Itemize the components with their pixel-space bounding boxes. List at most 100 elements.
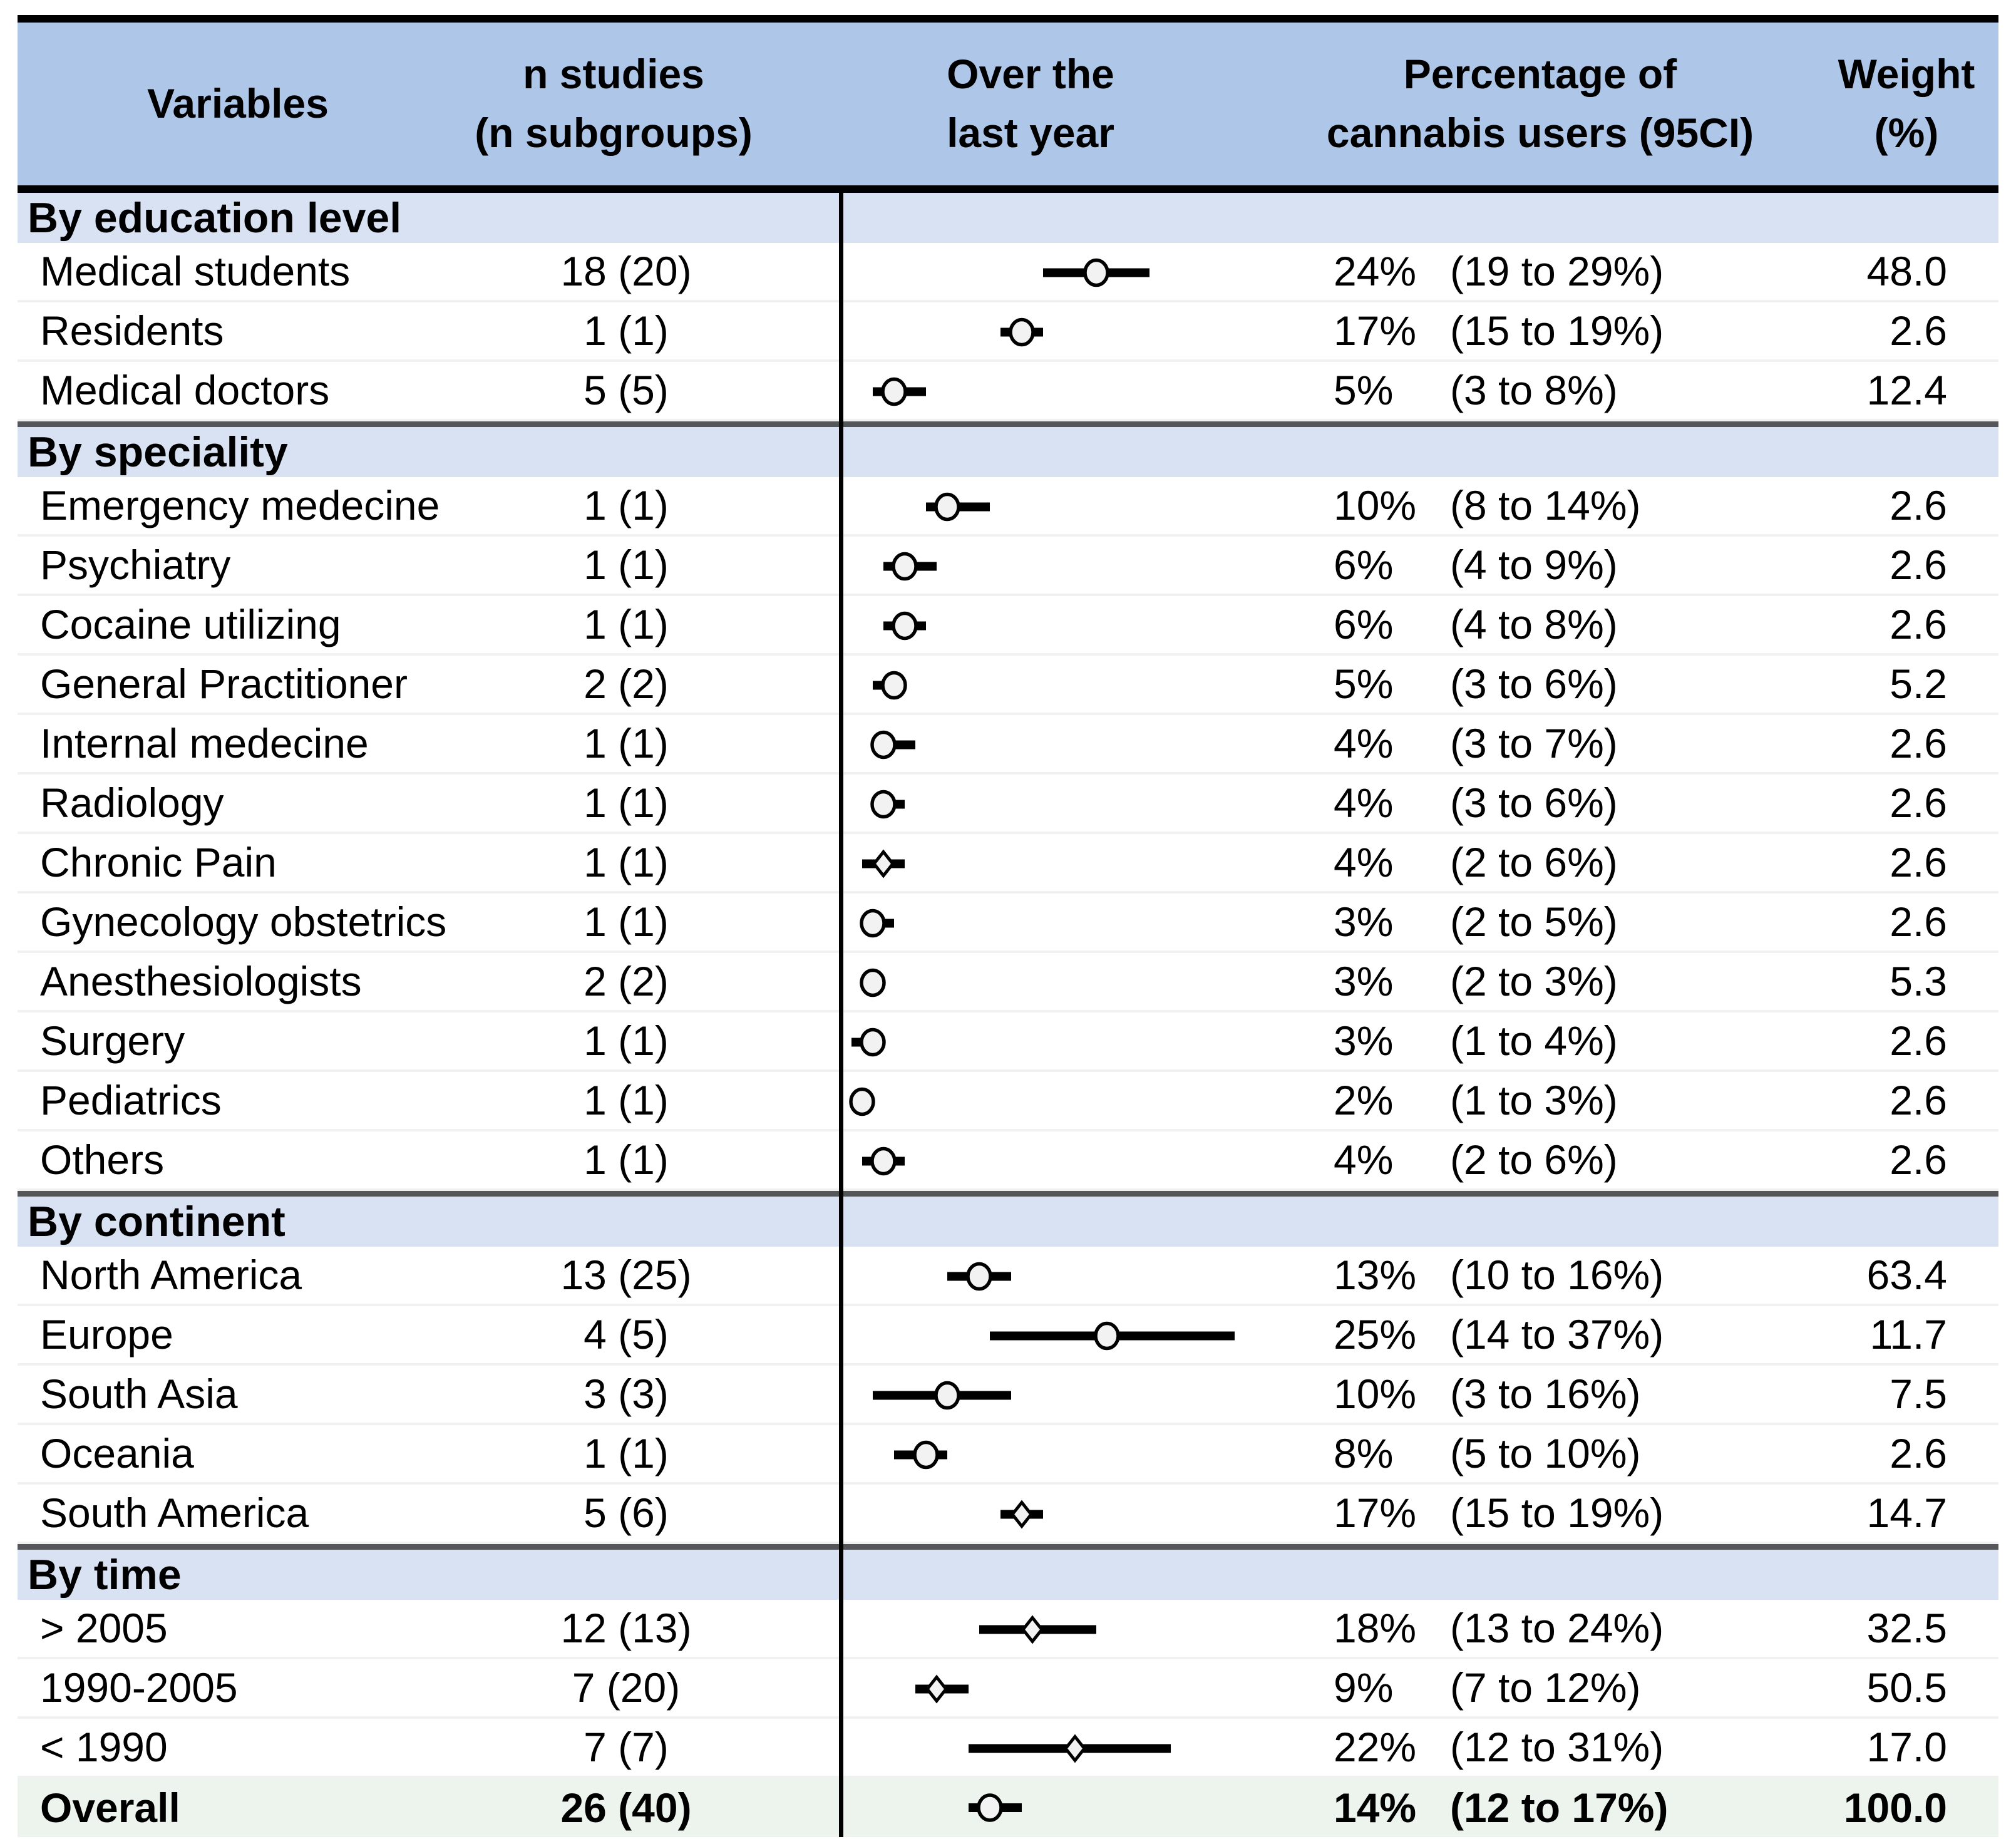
row-percentage: 6%: [1334, 601, 1394, 647]
row-n-studies: 1 (1): [584, 899, 669, 945]
table-row: Medical doctors 5 (5) 5% (3 to 8%) 12.4: [18, 362, 1998, 421]
row-n-studies: 7 (20): [572, 1664, 681, 1711]
row-percentage: 22%: [1334, 1724, 1417, 1770]
row-percentage: 3%: [1334, 899, 1394, 945]
table-row: North America 13 (25) 13% (10 to 16%) 63.4: [18, 1247, 1998, 1306]
row-percentage: 4%: [1334, 780, 1394, 826]
row-label: Radiology: [40, 780, 224, 826]
row-n-studies: 1 (1): [584, 542, 669, 588]
row-label: General Practitioner: [40, 661, 408, 707]
table-row: South Asia 3 (3) 10% (3 to 16%) 7.5: [18, 1366, 1998, 1425]
row-weight: 11.7: [1869, 1311, 1947, 1357]
row-percentage: 5%: [1334, 367, 1394, 413]
section-title: By speciality: [28, 428, 288, 476]
table-row: Surgery 1 (1) 3% (1 to 4%) 2.6: [18, 1012, 1998, 1072]
row-label: Residents: [40, 307, 224, 354]
row-label: 1990-2005: [40, 1664, 238, 1711]
row-confidence-interval: (5 to 10%): [1450, 1430, 1641, 1476]
row-n-studies: 1 (1): [584, 1136, 669, 1183]
row-weight: 2.6: [1890, 720, 1947, 766]
row-confidence-interval: (15 to 19%): [1450, 307, 1664, 354]
row-percentage: 10%: [1334, 1371, 1417, 1417]
row-n-studies: 3 (3): [584, 1371, 669, 1417]
row-percentage: 3%: [1334, 1017, 1394, 1064]
row-percentage: 6%: [1334, 542, 1394, 588]
row-weight: 2.6: [1890, 899, 1947, 945]
table-row: < 1990 7 (7) 22% (12 to 31%) 17.0: [18, 1719, 1998, 1778]
table-row: Gynecology obstetrics 1 (1) 3% (2 to 5%) 2.6: [18, 894, 1998, 953]
row-percentage: 4%: [1334, 720, 1394, 766]
column-header-over-the-last-year: Over the last year: [947, 51, 1114, 156]
row-confidence-interval: (14 to 37%): [1450, 1311, 1664, 1357]
row-label: Gynecology obstetrics: [40, 899, 447, 945]
table-row: Oceania 1 (1) 8% (5 to 10%) 2.6: [18, 1425, 1998, 1485]
table-row: > 2005 12 (13) 18% (13 to 24%) 32.5: [18, 1600, 1998, 1659]
row-weight: 2.6: [1890, 839, 1947, 885]
row-weight: 2.6: [1890, 1136, 1947, 1183]
row-weight: 2.6: [1890, 780, 1947, 826]
table-row: Cocaine utilizing 1 (1) 6% (4 to 8%) 2.6: [18, 596, 1998, 656]
row-label: Anesthesiologists: [40, 958, 362, 1004]
row-confidence-interval: (15 to 19%): [1450, 1490, 1664, 1536]
row-n-studies: 12 (13): [560, 1605, 692, 1651]
row-confidence-interval: (3 to 7%): [1450, 720, 1618, 766]
row-n-studies: 1 (1): [584, 1017, 669, 1064]
row-weight: 2.6: [1890, 601, 1947, 647]
row-confidence-interval: (2 to 5%): [1450, 899, 1618, 945]
row-confidence-interval: (2 to 6%): [1450, 839, 1618, 885]
row-label: Medical doctors: [40, 367, 330, 413]
row-confidence-interval: (1 to 3%): [1450, 1077, 1618, 1123]
section-title: By time: [28, 1551, 182, 1599]
row-n-studies: 4 (5): [584, 1311, 669, 1357]
row-confidence-interval: (10 to 16%): [1450, 1252, 1664, 1298]
row-label: < 1990: [40, 1724, 168, 1770]
table-header-row: Variables n studies (n subgroups) Over t…: [18, 15, 1998, 193]
section-header-row: By continent: [18, 1191, 1998, 1247]
row-weight: 100.0: [1843, 1785, 1947, 1831]
row-label: Cocaine utilizing: [40, 601, 341, 647]
row-weight: 63.4: [1866, 1252, 1947, 1298]
row-percentage: 10%: [1334, 482, 1417, 528]
row-percentage: 25%: [1334, 1311, 1417, 1357]
table-row: Emergency medecine 1 (1) 10% (8 to 14%) 2.6: [18, 477, 1998, 537]
row-weight: 17.0: [1866, 1724, 1947, 1770]
row-label: South America: [40, 1490, 309, 1536]
section-header-row: By speciality: [18, 421, 1998, 477]
row-percentage: 4%: [1334, 1136, 1394, 1183]
row-label: Overall: [40, 1785, 180, 1831]
table-row: Overall 26 (40) 14% (12 to 17%) 100.0: [18, 1778, 1998, 1837]
row-confidence-interval: (12 to 31%): [1450, 1724, 1664, 1770]
row-weight: 2.6: [1890, 542, 1947, 588]
table-row: Internal medecine 1 (1) 4% (3 to 7%) 2.6: [18, 715, 1998, 775]
table-row: Chronic Pain 1 (1) 4% (2 to 6%) 2.6: [18, 834, 1998, 894]
row-n-studies: 5 (6): [584, 1490, 669, 1536]
row-confidence-interval: (12 to 17%): [1450, 1785, 1669, 1831]
row-n-studies: 2 (2): [584, 661, 669, 707]
table-row: General Practitioner 2 (2) 5% (3 to 6%) 5.2: [18, 656, 1998, 715]
table-row: Residents 1 (1) 17% (15 to 19%) 2.6: [18, 302, 1998, 362]
row-label: Internal medecine: [40, 720, 369, 766]
row-label: Europe: [40, 1311, 173, 1357]
column-header-variables: Variables: [147, 80, 329, 127]
table-row: Radiology 1 (1) 4% (3 to 6%) 2.6: [18, 775, 1998, 834]
table-row: Psychiatry 1 (1) 6% (4 to 9%) 2.6: [18, 537, 1998, 596]
row-confidence-interval: (2 to 3%): [1450, 958, 1618, 1004]
column-header-n-studies: n studies (n subgroups): [475, 51, 753, 156]
row-n-studies: 26 (40): [560, 1785, 692, 1831]
row-label: Chronic Pain: [40, 839, 277, 885]
section-title: By continent: [28, 1198, 285, 1245]
row-weight: 5.2: [1890, 661, 1947, 707]
row-weight: 7.5: [1890, 1371, 1947, 1417]
row-weight: 2.6: [1890, 1077, 1947, 1123]
row-label: Oceania: [40, 1430, 194, 1476]
row-n-studies: 1 (1): [584, 780, 669, 826]
row-label: North America: [40, 1252, 302, 1298]
section-title: By education level: [28, 194, 402, 242]
row-label: Others: [40, 1136, 165, 1183]
column-header-percentage: Percentage of cannabis users (95CI): [1326, 51, 1754, 156]
row-n-studies: 1 (1): [584, 307, 669, 354]
row-n-studies: 1 (1): [584, 482, 669, 528]
row-confidence-interval: (7 to 12%): [1450, 1664, 1641, 1711]
row-label: South Asia: [40, 1371, 238, 1417]
